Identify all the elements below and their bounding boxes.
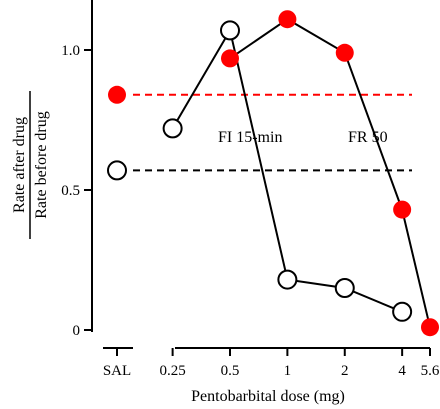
data-point	[162, 118, 183, 139]
x-tick-label: 5.6	[421, 363, 440, 379]
data-point	[393, 200, 412, 219]
y-tick-label: 0	[73, 323, 81, 339]
x-tick-label: 0.25	[159, 363, 185, 379]
data-point-saline	[108, 85, 126, 104]
y-tick-label: 1.0	[61, 43, 80, 59]
y-axis-ticks: 0 0.5 1.0	[61, 43, 92, 339]
data-point-saline	[107, 160, 127, 181]
series-line	[229, 18, 431, 328]
data-point	[421, 318, 439, 337]
data-point	[278, 10, 297, 29]
series-lines	[171, 18, 431, 328]
data-point	[392, 301, 413, 322]
data-markers	[107, 10, 439, 337]
x-axis-title: Pentobarbital dose (mg)	[191, 388, 345, 405]
x-axis-ticks: SAL 0.25 0.5 1 2 4 5.6	[103, 348, 440, 379]
series-label-fr: FR 50	[348, 129, 388, 146]
data-point	[221, 49, 239, 68]
series-label-fi: FI 15-min	[218, 129, 282, 146]
data-point	[220, 20, 240, 41]
y-axis-title-denominator: Rate before drug	[33, 111, 50, 219]
saline-reference-lines	[133, 93, 412, 172]
y-axis-title: Rate after drug Rate before drug	[11, 91, 50, 239]
data-point	[335, 43, 354, 62]
x-tick-label: 0.5	[221, 363, 240, 379]
x-tick-label: 4	[398, 363, 406, 379]
x-tick-label: 2	[341, 363, 349, 379]
x-tick-label: 1	[284, 363, 292, 379]
x-tick-label: SAL	[103, 363, 131, 379]
y-axis-title-numerator: Rate after drug	[11, 117, 28, 213]
y-tick-label: 0.5	[61, 183, 80, 199]
data-point	[277, 269, 298, 290]
data-point	[334, 278, 355, 298]
